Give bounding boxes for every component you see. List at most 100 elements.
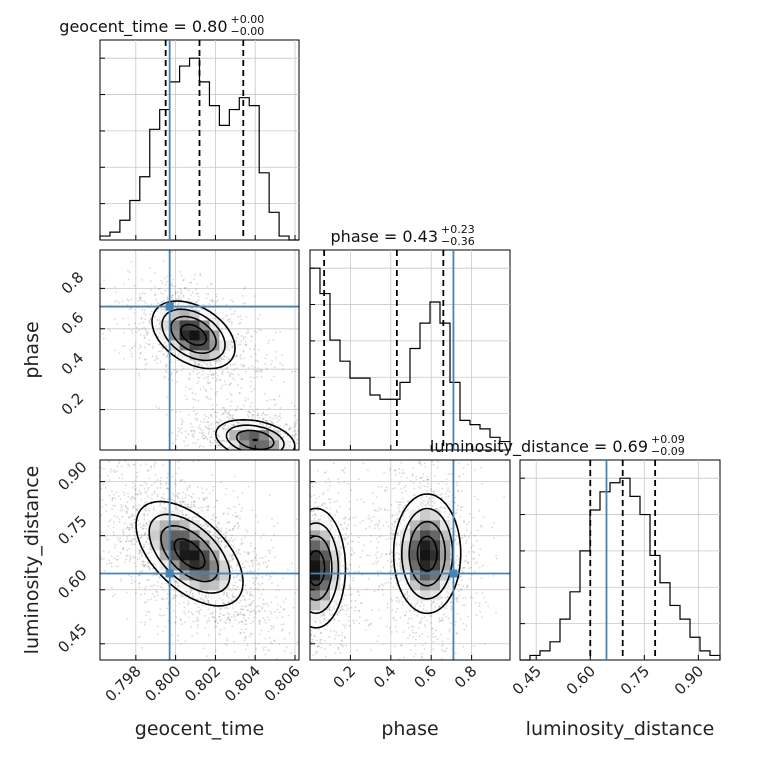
sample-point	[223, 358, 226, 361]
sample-point	[264, 561, 267, 564]
sample-point	[249, 456, 251, 458]
sample-point	[192, 620, 195, 623]
sample-point	[233, 614, 236, 616]
sample-point	[174, 293, 177, 296]
sample-point	[216, 441, 219, 444]
sample-point	[175, 580, 178, 583]
contour-line	[161, 308, 285, 450]
sample-point	[268, 619, 271, 621]
sample-point	[289, 452, 291, 454]
sample-point	[334, 457, 336, 459]
sample-point	[299, 454, 301, 456]
sample-point	[172, 278, 175, 281]
sample-point	[294, 452, 296, 454]
sample-point	[272, 625, 275, 627]
sample-point	[216, 421, 219, 423]
sample-point	[304, 434, 306, 436]
sample-point	[114, 349, 116, 352]
sample-point	[166, 355, 169, 358]
sample-point	[215, 525, 218, 527]
sample-point	[387, 559, 389, 562]
sample-point	[147, 320, 150, 323]
density-panel-geocent_time-phase	[89, 249, 336, 459]
sample-point	[227, 539, 230, 542]
sample-point	[166, 607, 169, 610]
sample-point	[84, 498, 86, 500]
sample-point	[232, 554, 235, 557]
density-cell	[219, 430, 230, 441]
sample-point	[149, 280, 152, 282]
sample-point	[237, 613, 240, 616]
sample-point	[139, 484, 142, 487]
sample-point	[125, 506, 127, 508]
sample-point	[408, 528, 411, 531]
density-cell	[179, 580, 190, 591]
sample-point	[285, 452, 287, 454]
sample-point	[335, 603, 338, 606]
sample-point	[75, 422, 77, 424]
sample-point	[109, 519, 112, 521]
sample-point	[167, 498, 169, 500]
sample-point	[264, 555, 267, 558]
sample-point	[441, 658, 443, 660]
sample-point	[174, 479, 177, 481]
sample-point	[343, 604, 346, 606]
sample-point	[427, 501, 430, 504]
sample-point	[158, 350, 160, 353]
sample-point	[205, 293, 208, 295]
sample-point	[159, 350, 162, 353]
sample-point	[160, 614, 163, 617]
sample-point	[182, 595, 184, 598]
sample-point	[206, 590, 209, 593]
sample-point	[307, 449, 309, 451]
sample-point	[133, 285, 136, 287]
sample-point	[286, 434, 289, 437]
sample-point	[165, 351, 168, 353]
sample-point	[119, 536, 122, 539]
sample-point	[105, 539, 108, 541]
sample-point	[226, 453, 228, 455]
sample-point	[119, 541, 122, 543]
sample-point	[128, 528, 131, 531]
sample-point	[302, 666, 304, 668]
sample-point	[212, 374, 215, 376]
sample-point	[154, 461, 157, 464]
sample-point	[198, 446, 201, 448]
sample-point	[233, 616, 236, 618]
sample-point	[138, 574, 140, 577]
sample-point	[147, 487, 150, 489]
sample-point	[220, 540, 223, 543]
sample-point	[183, 440, 185, 443]
sample-point	[144, 592, 146, 595]
sample-point	[202, 445, 205, 448]
sample-point	[89, 336, 91, 338]
sample-point	[215, 626, 218, 628]
sample-point	[230, 323, 233, 325]
sample-point	[156, 329, 159, 332]
sample-point	[237, 316, 240, 318]
sample-point	[261, 606, 264, 608]
sample-point	[250, 594, 253, 597]
sample-point	[268, 678, 270, 680]
sample-point	[249, 593, 252, 595]
sample-point	[234, 511, 237, 514]
density-cell	[149, 540, 161, 551]
sample-point	[212, 489, 215, 491]
sample-point	[101, 499, 104, 501]
sample-point	[125, 540, 128, 542]
sample-point	[179, 618, 182, 621]
sample-point	[153, 490, 156, 493]
sample-point	[237, 551, 240, 554]
sample-point	[137, 531, 140, 534]
sample-point	[243, 639, 246, 642]
sample-point	[122, 331, 125, 334]
sample-point	[306, 557, 308, 559]
density-cell	[249, 430, 260, 441]
sample-point	[152, 347, 154, 349]
density-cell	[229, 430, 240, 441]
sample-point	[234, 363, 237, 366]
sample-point	[156, 585, 159, 587]
sample-point	[249, 411, 252, 414]
sample-point	[273, 427, 276, 430]
sample-point	[428, 497, 431, 499]
